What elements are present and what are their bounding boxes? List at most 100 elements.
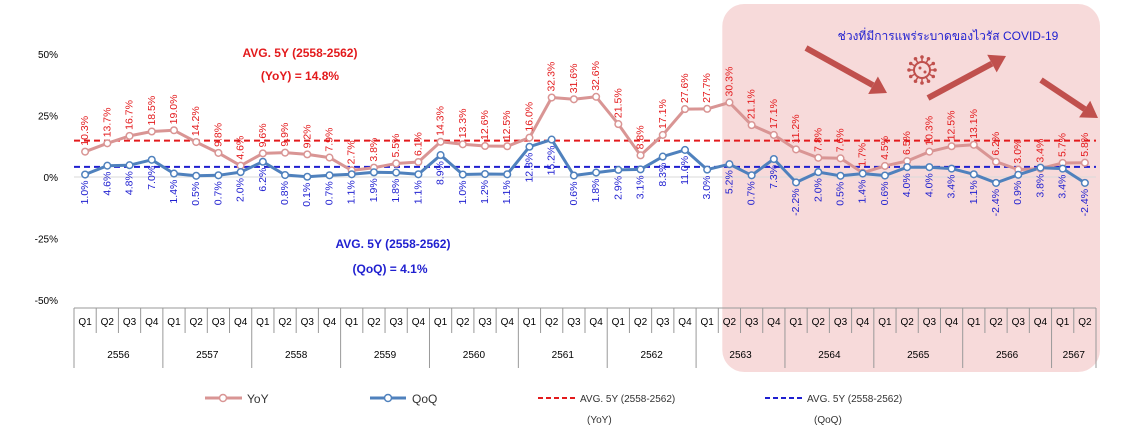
qoq-data-label: -2.2% [790,188,802,215]
qoq-point [547,135,556,144]
qoq-data-label: 3.4% [946,175,958,199]
yoy-point [969,140,978,149]
qoq-data-label: 1.8% [390,179,402,203]
x-tick-quarter: Q4 [501,317,515,328]
x-tick-quarter: Q1 [345,317,359,328]
qoq-point [925,163,934,172]
qoq-point [814,168,823,177]
y-tick-label: 0% [44,173,59,184]
x-tick-quarter: Q2 [190,317,204,328]
covid-arrow-middle [926,54,1006,101]
qoq-data-label: 1.0% [79,180,91,204]
yoy-point [547,93,556,102]
x-tick-quarter: Q1 [789,317,803,328]
yoy-data-label: 27.7% [701,73,713,103]
qoq-point [236,168,245,177]
x-tick-quarter: Q4 [412,317,426,328]
x-tick-quarter: Q3 [656,317,670,328]
qoq-point [792,178,801,187]
yoy-point [214,148,223,157]
yoy-data-label: 17.1% [657,99,669,129]
legend-avg-yoy-label: AVG. 5Y (2558-2562) [580,394,675,405]
arrow-head [987,54,1006,73]
qoq-data-label: 15.2% [546,146,558,176]
qoq-point [569,171,578,180]
avg-yoy-value: (YoY) = 14.8% [261,69,339,83]
yoy-point [925,147,934,156]
qoq-point [658,152,667,161]
qoq-point [947,164,956,173]
x-tick-quarter: Q3 [745,317,759,328]
virus-spike-tip [908,74,913,79]
qoq-point [347,170,356,179]
y-tick-label: 25% [38,112,58,123]
qoq-point [680,145,690,154]
yoy-data-label: 16.0% [524,102,536,132]
qoq-point [836,171,845,180]
yoy-data-label: 32.6% [590,61,602,91]
qoq-point [880,171,889,180]
x-tick-quarter: Q2 [900,317,914,328]
yoy-data-label: 3.8% [368,138,380,162]
qoq-data-label: 1.1% [412,180,424,204]
x-tick-year: 2564 [818,350,841,361]
yoy-point [258,149,267,158]
arrow-head [868,76,887,94]
yoy-point [614,120,623,129]
x-tick-quarter: Q4 [145,317,159,328]
qoq-data-label: 2.9% [612,176,624,200]
x-tick-quarter: Q1 [434,317,448,328]
qoq-point [636,165,645,174]
yoy-data-label: 13.1% [968,109,980,139]
yoy-data-label: 3.4% [1035,139,1047,163]
legend-qoq-marker [383,393,393,403]
x-tick-quarter: Q2 [456,317,470,328]
legend-avg-yoy-sub: (YoY) [587,415,612,426]
yoy-point [814,153,823,162]
qoq-data-label: 4.0% [923,173,935,197]
x-tick-quarter: Q4 [589,317,603,328]
x-tick-quarter: Q4 [234,317,248,328]
yoy-point [192,138,201,147]
qoq-data-label: 0.5% [834,182,846,206]
x-tick-quarter: Q3 [389,317,403,328]
qoq-data-label: 1.2% [479,180,491,204]
qoq-point [414,170,423,179]
qoq-data-label: 1.1% [346,180,358,204]
yoy-point [569,95,578,104]
yoy-data-label: 6.2% [990,132,1002,156]
x-tick-quarter: Q1 [1056,317,1070,328]
x-tick-year: 2566 [996,350,1019,361]
qoq-data-label: 4.6% [101,172,113,196]
yoy-point [1080,158,1089,167]
x-tick-quarter: Q1 [701,317,715,328]
qoq-point [1058,164,1067,173]
y-tick-label: -50% [35,296,58,307]
qoq-data-label: 5.2% [723,170,735,194]
yoy-data-label: 9.2% [301,124,313,148]
yoy-data-label: 31.6% [568,64,580,94]
virus-spike-tip [908,61,913,66]
virus-icon [907,55,937,85]
yoy-data-label: 21.1% [746,89,758,119]
yoy-data-label: 8.8% [634,125,646,149]
covid-arrow-right [1039,77,1098,118]
x-tick-quarter: Q1 [878,317,892,328]
yoy-point [792,145,801,154]
covid-period-label: ช่วงที่มีการแพร่ระบาดของไวรัส COVID-19 [838,27,1059,43]
yoy-data-label: 14.2% [190,106,202,136]
yoy-data-label: 9.8% [212,123,224,147]
qoq-point [969,170,978,179]
legend-qoq-label: QoQ [412,392,437,406]
arrow-shaft [1039,77,1087,112]
x-tick-quarter: Q1 [78,317,92,328]
qoq-point [81,170,90,179]
yoy-point [703,104,712,113]
yoy-point [303,150,312,159]
qoq-data-label: 7.0% [146,166,158,190]
x-tick-quarter: Q2 [545,317,559,328]
yoy-data-label: 2.7% [346,140,358,164]
x-tick-quarter: Q1 [967,317,981,328]
yoy-data-label: 27.6% [679,73,691,103]
yoy-data-label: 10.3% [79,116,91,146]
